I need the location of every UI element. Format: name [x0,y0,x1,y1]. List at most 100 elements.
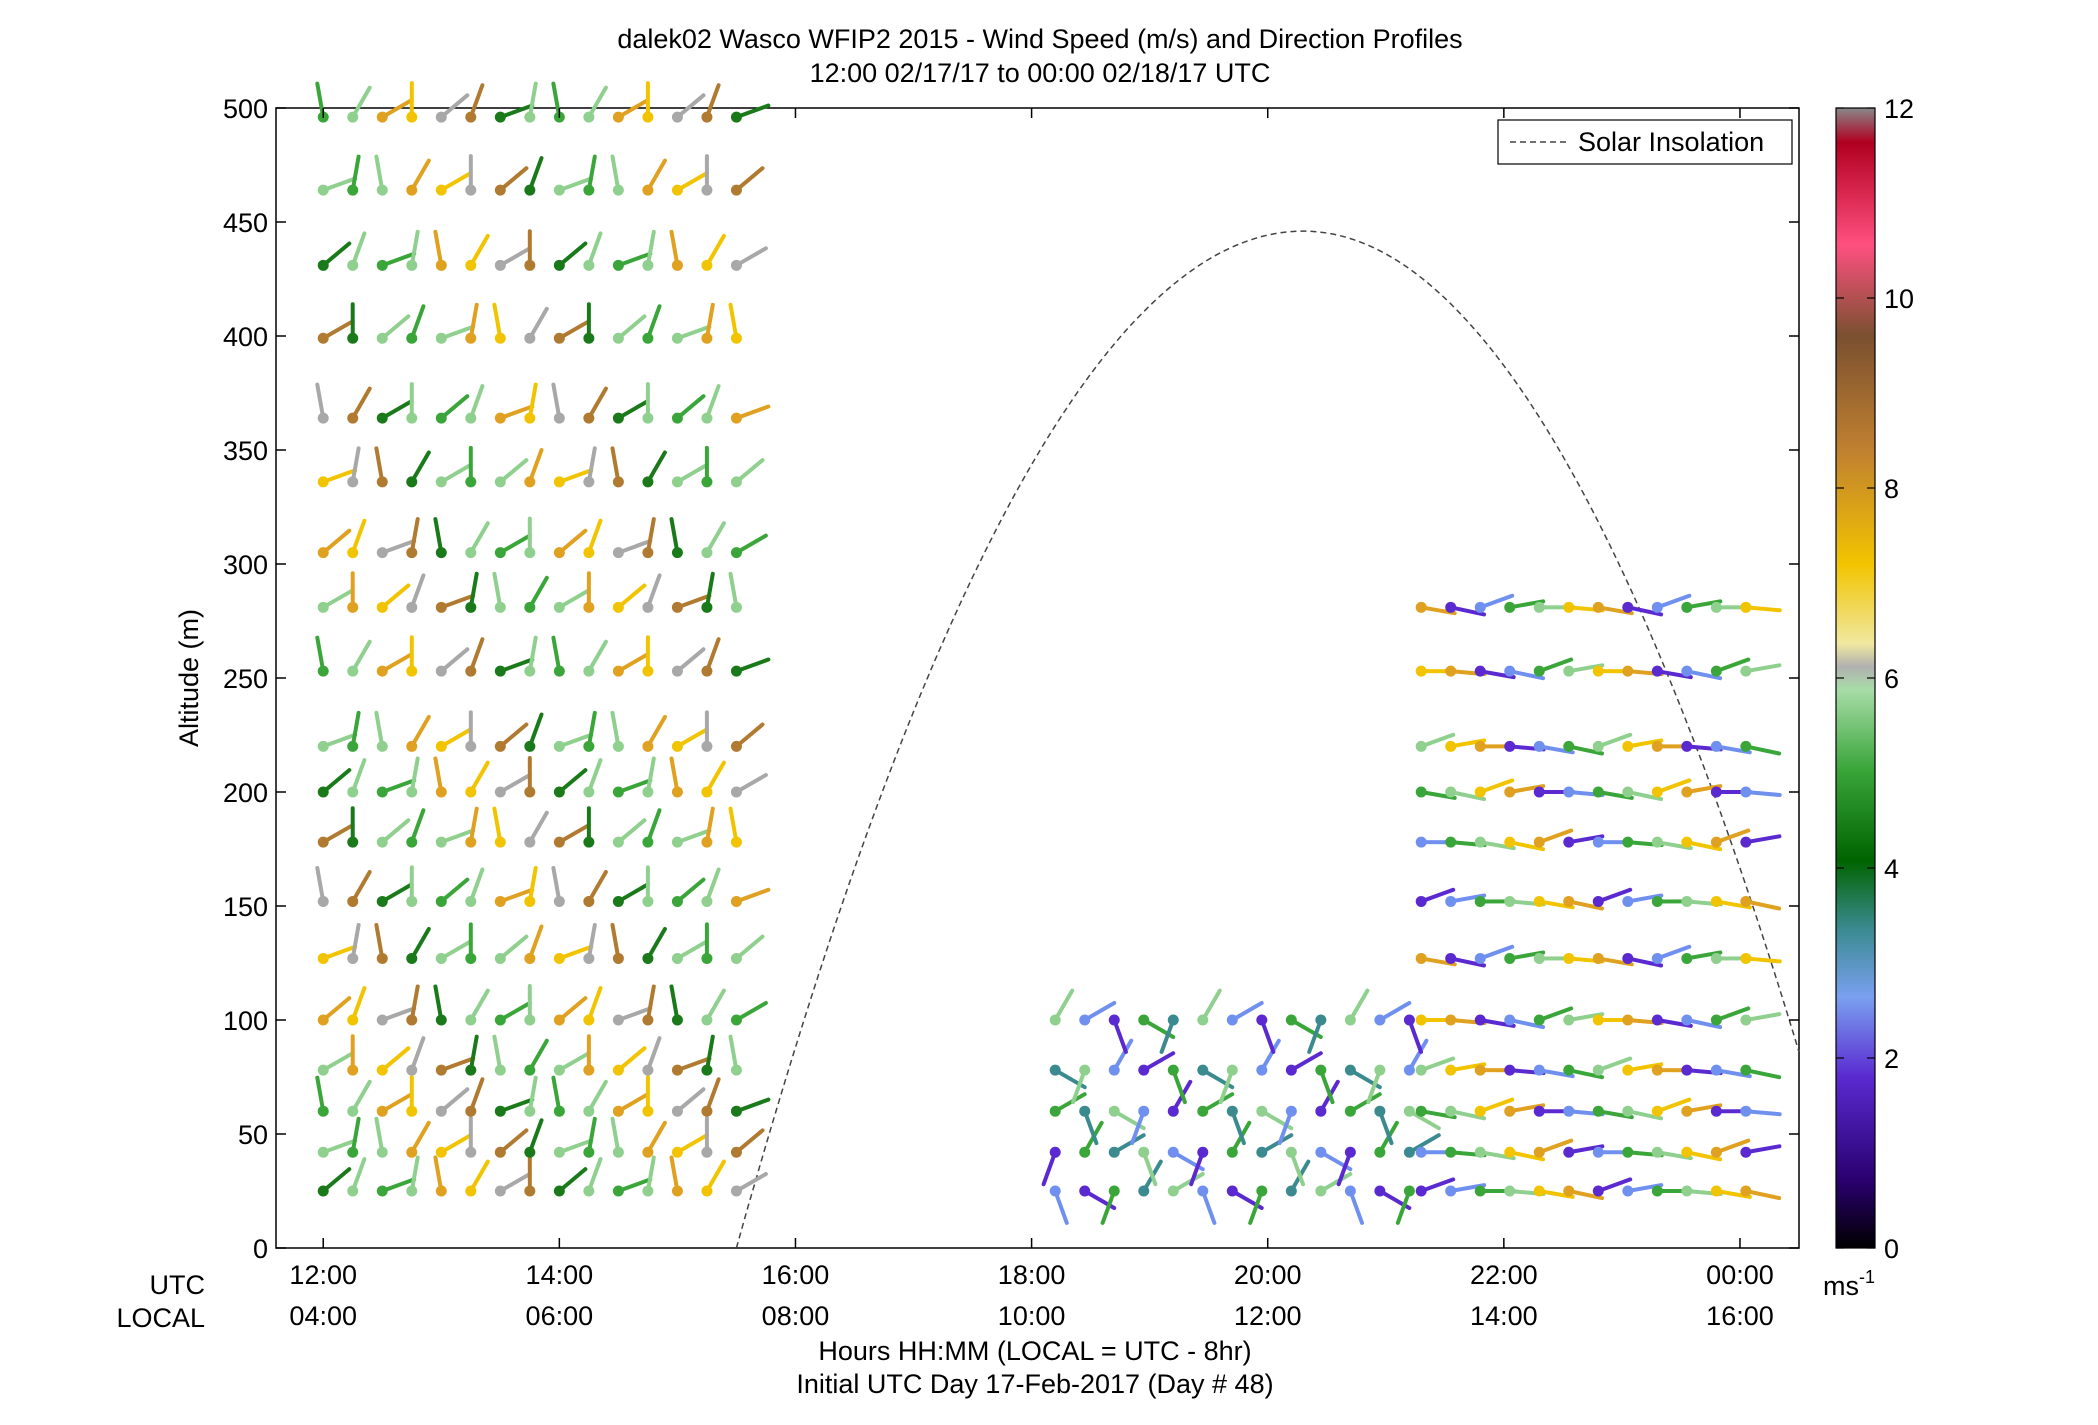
wind-barb-dot [465,412,477,424]
wind-barb-dot [1563,601,1575,613]
wind-barb-shaft [704,83,721,120]
wind-barb-dot [1592,786,1604,798]
wind-barb-dot [376,952,388,964]
wind-barb-dot [1563,665,1575,677]
wind-barb-shaft [1348,1092,1382,1114]
wind-barb-dot [1167,1014,1179,1026]
wind-barb-shaft [551,635,562,674]
wind-barb-shaft [1307,1018,1323,1054]
wind-barb-dot [701,1185,713,1197]
wind-barb-dot [612,547,624,559]
wind-barb-dot [1474,952,1486,964]
wind-barb-dot [1592,1064,1604,1076]
wind-barb-shaft [527,575,549,610]
wind-barb-dot [1079,1185,1091,1197]
wind-barb-dot [524,1146,536,1158]
wind-barb-shaft [1714,1006,1751,1022]
wind-barb-dot [553,740,565,752]
wind-barb-dot [730,259,742,271]
wind-barb-shaft [468,867,485,904]
wind-barb-dot [701,259,713,271]
wind-barb-shaft [350,85,372,120]
wind-barb-dot [465,601,477,613]
wind-barb-dot [1740,1146,1752,1158]
wind-barb-dot [317,665,329,677]
wind-barb-shaft [675,171,709,193]
y-tick-label: 0 [253,1234,268,1264]
wind-barb-shaft [1395,1189,1412,1225]
wind-barb-dot [1315,1146,1327,1158]
wind-barb-dot [1533,740,1545,752]
wind-barb-dot [1681,1064,1693,1076]
wind-barb-shaft [433,756,444,794]
wind-barb-shaft [1407,1133,1441,1155]
wind-barb-dot [583,665,595,677]
wind-barb-dot [612,1105,624,1117]
wind-barb-dot [671,786,683,798]
wind-barb-shaft [498,458,529,484]
wind-barb-shaft [557,996,588,1022]
wind-barb-dot [1710,952,1722,964]
wind-barb-dot [376,836,388,848]
wind-barb-shaft [468,571,479,610]
wind-barb-shaft [439,647,470,674]
x-tick-label-utc: 20:00 [1234,1260,1302,1290]
wind-barb-shaft [557,176,594,193]
wind-barb-dot [583,332,595,344]
wind-barb-dot [1474,836,1486,848]
wind-barb-dot [612,786,624,798]
wind-barb-dot [1651,665,1663,677]
wind-barb-shaft [669,517,680,555]
wind-barb-dot [494,895,506,907]
wind-barb-dot [347,547,359,559]
wind-barb-shaft [734,1172,768,1193]
wind-barb-dot [1445,836,1457,848]
wind-barb-dot [317,184,329,196]
wind-barb-shaft [380,652,414,674]
wind-barb-dot [553,601,565,613]
wind-barb-shaft [1478,1097,1515,1114]
wind-barb-shaft [1377,1001,1412,1022]
wind-barb-dot [1710,1185,1722,1197]
wind-barb-shaft [586,1116,597,1155]
wind-barb-shaft [380,818,411,845]
wind-barb-shaft [527,1038,549,1073]
wind-barb-dot [406,1105,418,1117]
wind-barb-dot [730,332,742,344]
wind-barb-dot [435,259,447,271]
wind-barb-dot [494,476,506,488]
wind-barb-shaft [557,768,588,794]
wind-barb-dot [317,1146,329,1158]
wind-barb-dot [1445,601,1457,613]
wind-barb-shaft [527,448,544,484]
wind-barb-dot [1592,1014,1604,1026]
colorbar-ticks: 0 2 4 6 8 10 12 [1836,94,1914,1264]
wind-barb-dot [1740,895,1752,907]
wind-barb-shaft [1100,1189,1117,1225]
wind-barb-dot [494,1105,506,1117]
wind-barb-shaft [321,996,352,1022]
wind-barb-shaft [1507,1018,1545,1030]
wind-barb-dot [612,412,624,424]
wind-barb-dot [317,1105,329,1117]
wind-barb-shaft [586,1079,608,1114]
wind-barb-shaft [468,521,490,555]
wind-barb-dot [1681,601,1693,613]
wind-barb-dot [317,952,329,964]
wind-barb-dot [524,895,536,907]
wind-barb-shaft [374,154,385,193]
wind-barb-shaft [350,386,372,421]
wind-barb-dot [671,332,683,344]
wind-barb-dot [465,1105,477,1117]
wind-barb-shaft [468,83,485,120]
wind-barb-dot [1740,952,1752,964]
wind-barb-dot [730,665,742,677]
wind-barb-shaft [498,1172,532,1193]
wind-barb-dot [612,332,624,344]
wind-barb-shaft [616,778,653,794]
wind-barb-shaft [1596,732,1633,749]
wind-barb-dot [465,184,477,196]
wind-barb-dot [701,895,713,907]
wind-barb-dot [553,836,565,848]
wind-barb-dot [376,1185,388,1197]
